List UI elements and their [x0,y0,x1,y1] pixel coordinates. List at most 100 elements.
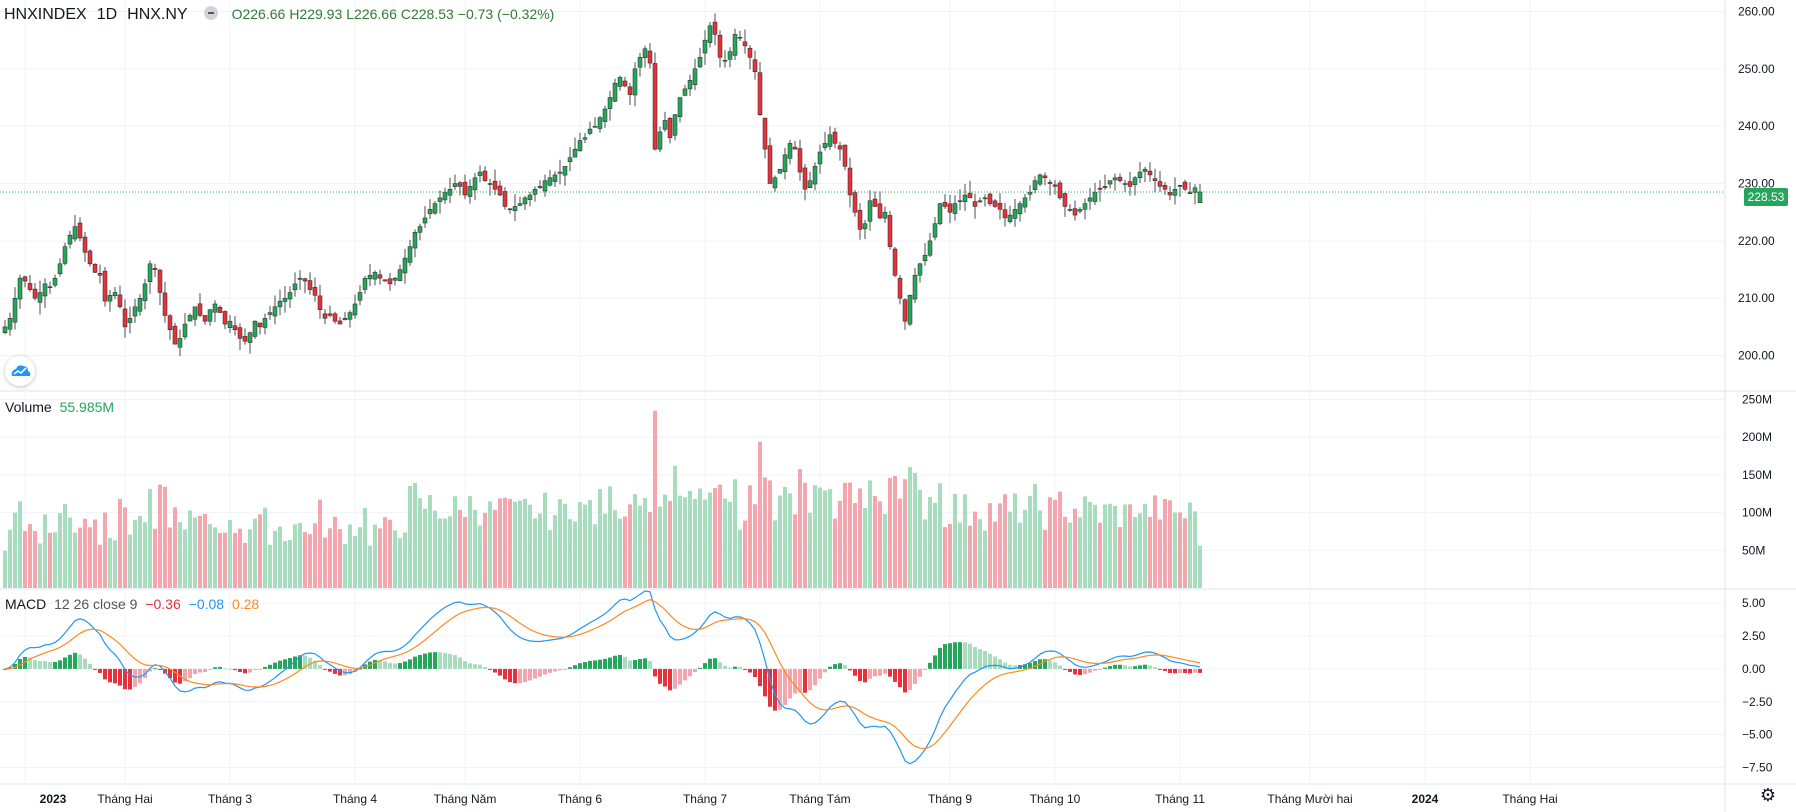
macd-histogram-bar [53,661,57,669]
macd-histogram-bar [668,668,672,691]
candle-body [502,191,508,207]
candle-body [122,308,128,328]
volume-tick-label: 50M [1742,543,1765,557]
volume-bar [18,501,22,588]
macd-histogram-bar [758,668,762,687]
candle-body [342,318,348,321]
candle-body [1012,209,1018,219]
candle-body [222,311,228,325]
macd-histogram-bar [1153,667,1157,669]
volume-bar [68,517,72,588]
candle-body [587,128,593,134]
macd-histogram-bar [643,658,647,669]
time-tick-label: Tháng Tám [789,792,850,806]
macd-histogram-bar [603,658,607,669]
macd-histogram-bar [938,647,942,669]
macd-histogram-bar [688,668,692,677]
macd-histogram-bar [873,668,877,677]
volume-bar [268,544,272,588]
candle-body [352,303,358,316]
candle-body [312,287,318,296]
tradingview-cloud-icon[interactable] [5,356,35,386]
volume-bar [998,503,1002,588]
volume-bar [538,513,542,588]
macd-histogram-bar [238,668,242,672]
macd-histogram-bar [393,663,397,669]
volume-bar [1058,491,1062,588]
symbol-legend[interactable]: HNXINDEX 1D HNX.NY O226.66 H229.93 L226.66 C22… [4,6,558,24]
volume-bar [458,510,462,588]
volume-bar [143,522,147,588]
volume-bar [1073,508,1077,588]
candle-body [267,312,273,315]
candle-body [612,82,618,102]
volume-bar [488,501,492,588]
candle-body [942,202,948,207]
macd-histogram-bar [183,668,187,682]
candle-body [432,203,438,214]
gear-icon[interactable]: ⚙ [1759,785,1776,805]
candle-body [207,309,213,322]
volume-bar [968,525,972,588]
macd-histogram-bar [288,658,292,669]
volume-bar [1148,516,1152,588]
macd-histogram-bar [843,665,847,669]
macd-histogram-bar [693,668,697,672]
macd-histogram-bar [118,668,122,686]
interval-label[interactable]: 1D [96,6,118,23]
candle-body [982,197,988,200]
volume-bar [678,495,682,588]
candle-body [297,277,303,280]
candle-body [637,57,643,68]
volume-bar [123,507,127,588]
volume-bar [1123,504,1127,588]
candle-body [707,25,713,43]
candle-body [1152,178,1158,181]
candle-body [272,306,278,317]
volume-bar [1118,527,1122,588]
volume-bar [108,537,112,588]
macd-histogram-bar [983,650,987,669]
collapse-legend-icon[interactable] [203,6,218,20]
macd-histogram-bar [623,656,627,669]
macd-histogram-bar [793,668,797,694]
macd-histogram-bar [1108,666,1112,669]
candle-body [17,277,23,300]
candle-body [882,211,888,219]
macd-histogram-bar [1158,668,1162,670]
symbol-name[interactable]: HNXINDEX [4,6,87,23]
candle-body [1007,214,1013,222]
candle-body [622,80,628,87]
macd-legend[interactable]: MACD 12 26 close 9 −0.36 −0.08 0.28 [5,596,263,612]
candle-body [722,59,728,62]
close-value: C228.53 [400,6,454,22]
candle-body [377,274,383,279]
volume-bar [378,528,382,588]
volume-bar [98,544,102,588]
volume-bar [653,410,657,588]
macd-histogram-bar [683,668,687,681]
volume-legend[interactable]: Volume 55.985M [5,399,118,415]
macd-histogram-bar [478,664,482,669]
volume-bar [803,482,807,588]
volume-bar [323,537,327,588]
volume-bar [743,520,747,588]
macd-histogram-bar [583,662,587,669]
volume-bar [888,478,892,588]
volume-bar [278,526,282,588]
macd-histogram-bar [213,667,217,669]
candle-body [77,222,83,239]
macd-histogram-bar [913,668,917,684]
candle-body [1027,191,1033,195]
macd-histogram-bar [233,668,237,671]
volume-bar [13,512,17,588]
macd-histogram-bar [768,668,772,707]
volume-bar [713,488,717,588]
candle-body [152,268,158,270]
macd-histogram-bar [198,668,202,673]
volume-bar [668,501,672,588]
candle-body [247,332,253,343]
volume-bar [748,485,752,588]
macd-histogram-bar [188,668,192,679]
